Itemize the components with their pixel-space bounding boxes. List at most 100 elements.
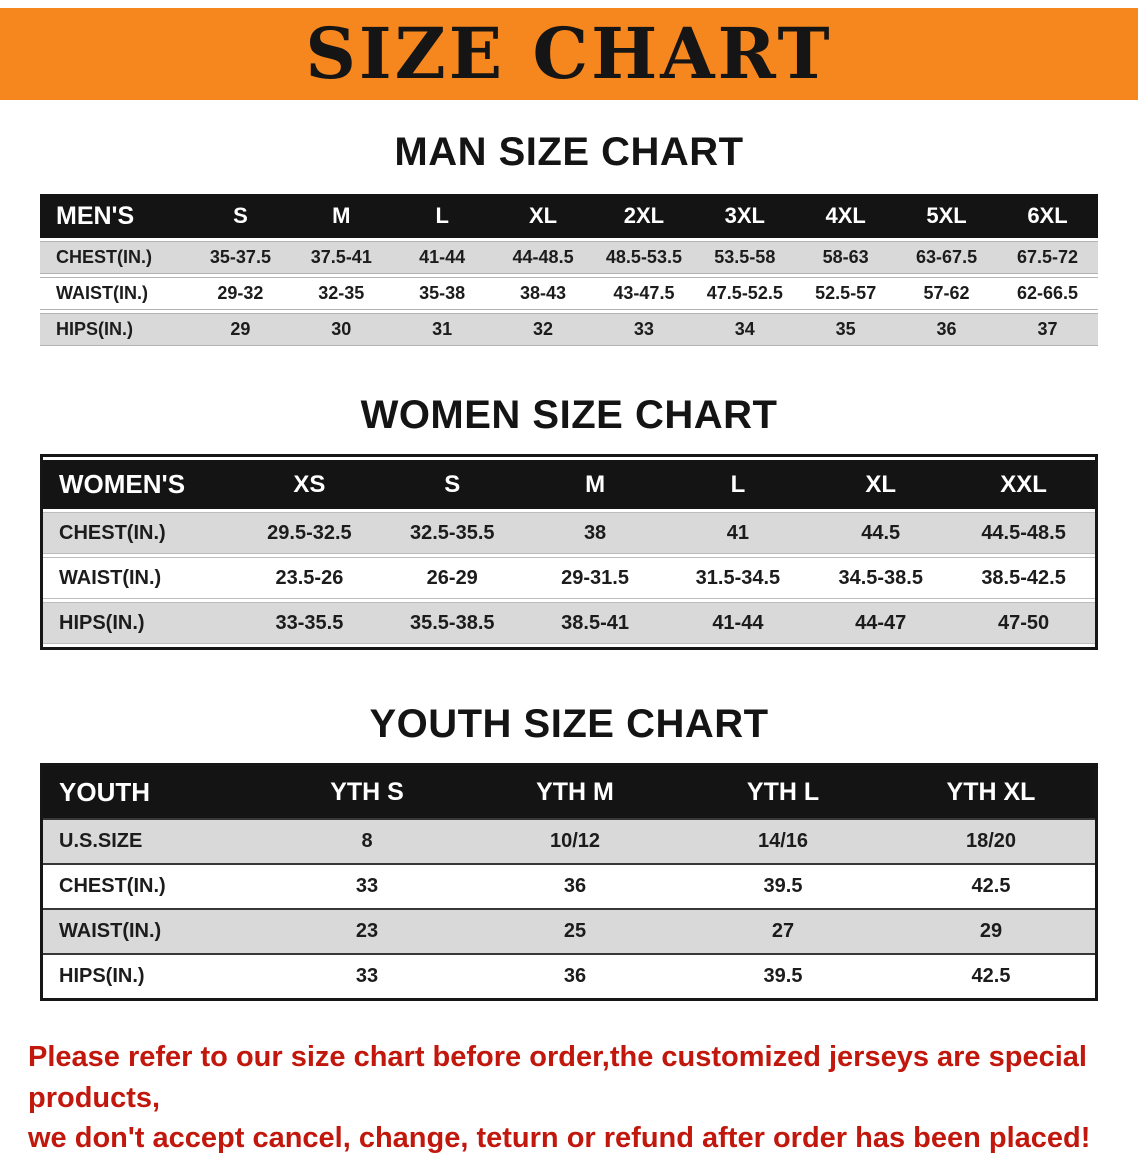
size-column-header: YTH L <box>679 766 887 818</box>
measurement-value: 43-47.5 <box>593 277 695 310</box>
page-title: SIZE CHART <box>305 12 833 95</box>
measurement-value: 35.5-38.5 <box>380 602 524 644</box>
measurement-value: 14/16 <box>679 818 887 863</box>
measurement-value: 63-67.5 <box>896 241 997 274</box>
measurement-value: 37.5-41 <box>290 241 392 274</box>
measurement-value: 57-62 <box>896 277 997 310</box>
measurement-value: 35-37.5 <box>190 241 291 274</box>
measurement-value: 38 <box>523 512 667 554</box>
size-chart-page: SIZE CHART MAN SIZE CHART MEN'S S M L XL 2XL 3… <box>0 8 1138 1159</box>
measurement-label: HIPS(IN.) <box>43 953 263 998</box>
measurement-value: 29-32 <box>190 277 291 310</box>
measurement-value: 38.5-42.5 <box>952 557 1095 599</box>
measurement-label: CHEST(IN.) <box>40 241 190 274</box>
measurement-value: 38.5-41 <box>523 602 667 644</box>
measurement-value: 33 <box>593 313 695 346</box>
table-row: HIPS(IN.) 33-35.5 35.5-38.5 38.5-41 41-44 44-… <box>43 602 1095 644</box>
table-row: HIPS(IN.) 29 30 31 32 33 34 35 36 37 <box>40 313 1098 346</box>
size-column-header: XL <box>809 460 953 509</box>
size-column-header: XS <box>238 460 381 509</box>
measurement-value: 47.5-52.5 <box>694 277 796 310</box>
size-column-header: L <box>391 194 493 238</box>
size-column-header: YTH S <box>263 766 471 818</box>
measurement-value: 8 <box>263 818 471 863</box>
measurement-label: HIPS(IN.) <box>40 313 190 346</box>
measurement-value: 44-48.5 <box>492 241 594 274</box>
measurement-value: 67.5-72 <box>997 241 1098 274</box>
measurement-value: 26-29 <box>380 557 524 599</box>
measurement-value: 42.5 <box>887 863 1095 908</box>
measurement-value: 42.5 <box>887 953 1095 998</box>
size-column-header: XL <box>492 194 594 238</box>
measurement-value: 32.5-35.5 <box>380 512 524 554</box>
size-column-header: 3XL <box>694 194 796 238</box>
size-column-header: 6XL <box>997 194 1098 238</box>
table-header-row: MEN'S S M L XL 2XL 3XL 4XL 5XL 6XL <box>40 194 1098 238</box>
size-column-header: M <box>523 460 667 509</box>
measurement-value: 34.5-38.5 <box>809 557 953 599</box>
youth-size-table: YOUTH YTH S YTH M YTH L YTH XL U.S.SIZE 8 10/12… <box>40 763 1098 1001</box>
measurement-value: 27 <box>679 908 887 953</box>
measurement-value: 39.5 <box>679 863 887 908</box>
measurement-value: 29.5-32.5 <box>238 512 381 554</box>
size-column-header: M <box>290 194 392 238</box>
measurement-value: 37 <box>997 313 1098 346</box>
measurement-value: 35 <box>795 313 897 346</box>
measurement-value: 33 <box>263 953 471 998</box>
table-row: WAIST(IN.) 23 25 27 29 <box>43 908 1095 953</box>
measurement-value: 36 <box>471 863 679 908</box>
measurement-value: 10/12 <box>471 818 679 863</box>
measurement-value: 30 <box>290 313 392 346</box>
table-header-row: YOUTH YTH S YTH M YTH L YTH XL <box>43 766 1095 818</box>
table-row: CHEST(IN.) 33 36 39.5 42.5 <box>43 863 1095 908</box>
size-column-header: XXL <box>952 460 1095 509</box>
measurement-value: 23.5-26 <box>238 557 381 599</box>
women-section-heading: WOMEN SIZE CHART <box>360 393 778 437</box>
size-column-header: L <box>666 460 810 509</box>
youth-section-heading: YOUTH SIZE CHART <box>369 702 769 746</box>
measurement-value: 31 <box>391 313 493 346</box>
youth-size-section: YOUTH SIZE CHART YOUTH YTH S YTH M YTH L YTH… <box>0 702 1138 1001</box>
measurement-value: 33 <box>263 863 471 908</box>
women-size-section: WOMEN SIZE CHART WOMEN'S XS S M L XL XXL CHEST(… <box>0 393 1138 650</box>
measurement-value: 52.5-57 <box>795 277 897 310</box>
measurement-label: WAIST(IN.) <box>40 277 190 310</box>
measurement-value: 41-44 <box>391 241 493 274</box>
measurement-value: 23 <box>263 908 471 953</box>
measurement-label: WAIST(IN.) <box>43 557 238 599</box>
measurement-value: 62-66.5 <box>997 277 1098 310</box>
measurement-value: 44-47 <box>809 602 953 644</box>
measurement-value: 36 <box>896 313 997 346</box>
men-size-table: MEN'S S M L XL 2XL 3XL 4XL 5XL 6XL CHEST(IN.) 35-37… <box>40 191 1098 349</box>
measurement-value: 47-50 <box>952 602 1095 644</box>
measurement-value: 41-44 <box>666 602 810 644</box>
men-section-heading: MAN SIZE CHART <box>394 130 744 174</box>
measurement-value: 44.5 <box>809 512 953 554</box>
measurement-value: 32-35 <box>290 277 392 310</box>
measurement-value: 18/20 <box>887 818 1095 863</box>
measurement-value: 29 <box>190 313 291 346</box>
size-column-header: S <box>380 460 524 509</box>
measurement-value: 32 <box>492 313 594 346</box>
measurement-value: 44.5-48.5 <box>952 512 1095 554</box>
measurement-value: 35-38 <box>391 277 493 310</box>
measurement-value: 53.5-58 <box>694 241 796 274</box>
measurement-label: HIPS(IN.) <box>43 602 238 644</box>
measurement-value: 41 <box>666 512 810 554</box>
table-row: CHEST(IN.) 29.5-32.5 32.5-35.5 38 41 44.5 44.5… <box>43 512 1095 554</box>
measurement-value: 33-35.5 <box>238 602 381 644</box>
measurement-value: 29 <box>887 908 1095 953</box>
size-column-header: YTH M <box>471 766 679 818</box>
measurement-value: 34 <box>694 313 796 346</box>
table-header-row: WOMEN'S XS S M L XL XXL <box>43 460 1095 509</box>
table-row: CHEST(IN.) 35-37.5 37.5-41 41-44 44-48.5 48.5… <box>40 241 1098 274</box>
table-row: HIPS(IN.) 33 36 39.5 42.5 <box>43 953 1095 998</box>
table-row: U.S.SIZE 8 10/12 14/16 18/20 <box>43 818 1095 863</box>
measurement-value: 31.5-34.5 <box>666 557 810 599</box>
measurement-label: WAIST(IN.) <box>43 908 263 953</box>
size-column-header: S <box>190 194 291 238</box>
notice-line-2: we don't accept cancel, change, teturn o… <box>28 1122 1091 1155</box>
measurement-label: CHEST(IN.) <box>43 863 263 908</box>
measurement-value: 38-43 <box>492 277 594 310</box>
footer-notice: Please refer to our size chart before or… <box>0 1037 1138 1159</box>
